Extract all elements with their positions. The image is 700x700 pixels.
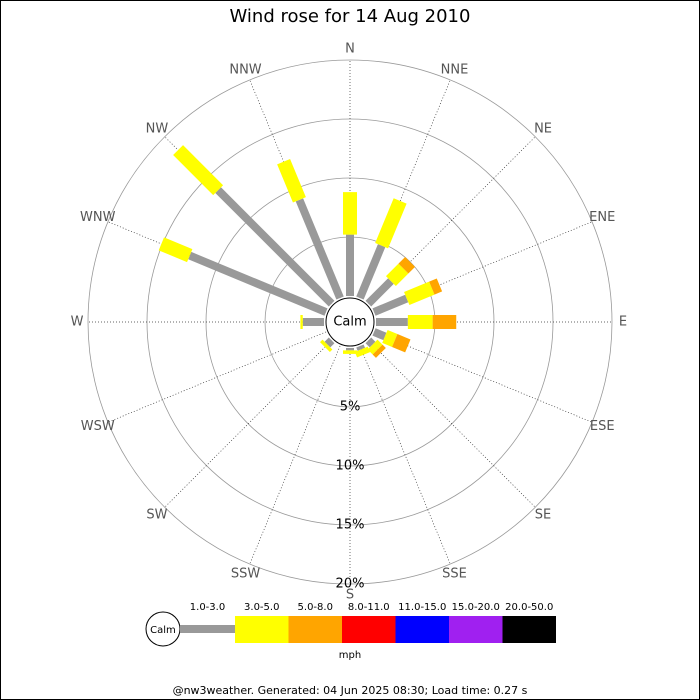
legend: Calm mph 1.0-3.0 3.0-5.0 5.0-8.0 8.0-11.0 11… — [145, 602, 556, 661]
legend-label: 5.0-8.0 — [298, 602, 333, 613]
r-tick-label: 20% — [336, 577, 365, 592]
bar-segment — [392, 334, 411, 353]
direction-label: W — [71, 315, 84, 330]
bar-segment — [372, 344, 386, 358]
bar-segment — [365, 278, 394, 307]
bar-segment — [173, 145, 224, 196]
r-tick-label: 5% — [340, 400, 361, 415]
bar-segment — [356, 344, 365, 351]
direction-label: N — [345, 42, 355, 57]
legend-swatch — [502, 616, 556, 643]
bars — [158, 145, 457, 358]
bar-segment — [324, 337, 335, 348]
legend-swatch — [180, 625, 235, 633]
legend-label: 1.0-3.0 — [190, 602, 225, 613]
legend-swatch — [395, 616, 449, 643]
direction-label: SW — [146, 508, 167, 523]
direction-label: NW — [146, 121, 169, 136]
direction-label: E — [619, 315, 627, 330]
bar-segment — [354, 346, 371, 358]
bar-segment — [188, 251, 328, 316]
direction-label: WSW — [81, 419, 115, 434]
bar-segment — [356, 244, 386, 300]
legend-calm-label: Calm — [150, 625, 176, 636]
legend-label: 20.0-50.0 — [505, 602, 553, 613]
bar-segment — [158, 237, 193, 263]
direction-label: NE — [534, 121, 552, 136]
legend-label: 8.0-11.0 — [348, 602, 390, 613]
chart-title: Wind rose for 14 Aug 2010 — [230, 6, 471, 27]
direction-label: SSE — [442, 567, 467, 582]
direction-label: S — [346, 588, 354, 603]
legend-swatch — [235, 616, 289, 643]
bar-segment — [319, 339, 333, 353]
unit-label: mph — [339, 650, 361, 661]
spoke — [368, 340, 536, 508]
legend-swatch — [342, 616, 396, 643]
direction-label: NNW — [229, 62, 261, 77]
bar-segment — [429, 278, 443, 295]
bar-segment — [398, 256, 416, 274]
legend-label: 15.0-20.0 — [452, 602, 500, 613]
bar-segment — [277, 159, 306, 203]
spoke — [107, 331, 327, 423]
spoke — [359, 345, 451, 565]
spoke — [164, 340, 332, 508]
bar-segment — [385, 263, 409, 287]
legend-swatch — [288, 616, 342, 643]
bar-segment — [365, 337, 376, 348]
spoke — [249, 345, 341, 565]
footer: @nw3weather. Generated: 04 Jun 2025 08:3… — [173, 684, 528, 697]
direction-label: SE — [535, 508, 551, 523]
bar-segment — [382, 329, 398, 347]
direction-label: ESE — [590, 419, 615, 434]
direction-label: WNW — [80, 210, 116, 225]
direction-label: ENE — [589, 210, 615, 225]
grid-ring — [87, 59, 613, 585]
legend-label: 11.0-15.0 — [398, 602, 446, 613]
bar-segment — [372, 328, 387, 341]
bar-segment — [215, 187, 335, 307]
direction-label: NNE — [441, 62, 469, 77]
bar-segment — [295, 198, 344, 300]
legend-label: 3.0-5.0 — [244, 602, 279, 613]
bar-segment — [367, 339, 383, 355]
calm-label: Calm — [333, 315, 366, 330]
spoke — [373, 331, 593, 423]
direction-label: SSW — [231, 567, 261, 582]
legend-swatch — [449, 616, 503, 643]
bar-segment — [375, 198, 407, 249]
bar-segment — [404, 281, 435, 305]
bar-segment — [372, 294, 409, 316]
calm-circle — [325, 297, 375, 347]
